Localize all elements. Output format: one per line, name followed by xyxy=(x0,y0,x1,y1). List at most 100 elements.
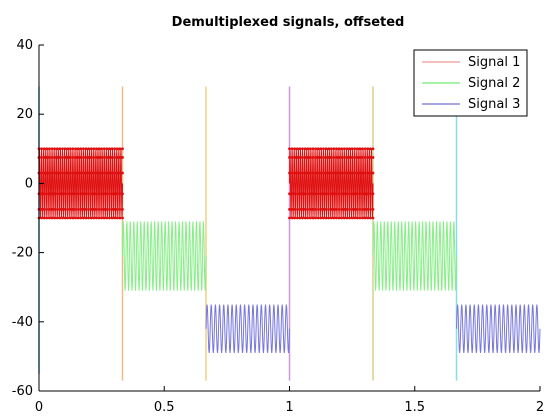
marker-point xyxy=(330,192,333,195)
marker-point xyxy=(299,208,302,211)
marker-point xyxy=(353,217,356,220)
marker-point xyxy=(356,208,359,211)
marker-point xyxy=(348,156,351,159)
marker-point xyxy=(359,147,362,150)
marker-point xyxy=(304,156,307,159)
marker-point xyxy=(51,217,54,220)
marker-point xyxy=(327,156,330,159)
marker-point xyxy=(317,208,320,211)
marker-point xyxy=(319,156,322,159)
marker-point xyxy=(332,147,335,150)
marker-point xyxy=(87,147,90,150)
marker-point xyxy=(43,192,46,195)
marker-point xyxy=(343,217,346,220)
marker-point xyxy=(40,147,43,150)
marker-point xyxy=(348,192,351,195)
marker-point xyxy=(98,217,101,220)
marker-point xyxy=(340,192,343,195)
marker-point xyxy=(314,172,317,175)
marker-point xyxy=(77,156,80,159)
marker-point xyxy=(293,147,296,150)
marker-point xyxy=(92,172,95,175)
marker-point xyxy=(103,192,106,195)
marker-point xyxy=(56,192,59,195)
marker-point xyxy=(346,192,349,195)
marker-point xyxy=(327,217,330,220)
marker-point xyxy=(69,172,72,175)
marker-point xyxy=(85,156,88,159)
marker-point xyxy=(90,192,93,195)
marker-point xyxy=(319,172,322,175)
marker-point xyxy=(82,156,85,159)
marker-point xyxy=(69,147,72,150)
marker-point xyxy=(291,156,294,159)
marker-point xyxy=(291,147,294,150)
series-3-line-1 xyxy=(206,305,289,353)
marker-point xyxy=(82,172,85,175)
marker-point xyxy=(332,172,335,175)
marker-point xyxy=(359,217,362,220)
marker-point xyxy=(332,192,335,195)
series-1-line-1 xyxy=(39,149,122,218)
marker-point xyxy=(372,172,375,175)
marker-point xyxy=(61,156,64,159)
marker-point xyxy=(92,208,95,211)
marker-point xyxy=(299,156,302,159)
y-tick-label: 40 xyxy=(16,38,33,53)
marker-point xyxy=(79,208,82,211)
marker-point xyxy=(288,172,291,175)
marker-point xyxy=(113,172,116,175)
marker-point xyxy=(108,147,111,150)
marker-point xyxy=(291,192,294,195)
marker-point xyxy=(338,172,341,175)
marker-point xyxy=(58,208,61,211)
marker-point xyxy=(72,208,75,211)
marker-point xyxy=(348,147,351,150)
marker-point xyxy=(343,147,346,150)
marker-point xyxy=(61,147,64,150)
marker-point xyxy=(58,156,61,159)
x-tick-label: 2 xyxy=(536,400,544,415)
marker-point xyxy=(92,156,95,159)
marker-point xyxy=(121,156,124,159)
marker-point xyxy=(90,147,93,150)
marker-point xyxy=(79,192,82,195)
marker-point xyxy=(85,208,88,211)
marker-point xyxy=(98,147,101,150)
marker-point xyxy=(369,217,372,220)
marker-point xyxy=(359,192,362,195)
series-2-line-2 xyxy=(373,221,457,290)
marker-point xyxy=(301,208,304,211)
marker-point xyxy=(103,217,106,220)
marker-point xyxy=(48,156,51,159)
marker-point xyxy=(56,217,59,220)
marker-point xyxy=(314,217,317,220)
marker-point xyxy=(288,147,291,150)
marker-point xyxy=(351,192,354,195)
marker-point xyxy=(95,172,98,175)
marker-point xyxy=(364,192,367,195)
marker-point xyxy=(111,217,114,220)
marker-point xyxy=(82,217,85,220)
marker-point xyxy=(87,192,90,195)
marker-point xyxy=(327,208,330,211)
marker-point xyxy=(309,192,312,195)
marker-point xyxy=(361,217,364,220)
marker-point xyxy=(322,156,325,159)
marker-point xyxy=(327,192,330,195)
marker-point xyxy=(340,172,343,175)
marker-point xyxy=(312,147,315,150)
marker-point xyxy=(45,217,48,220)
marker-point xyxy=(40,156,43,159)
marker-point xyxy=(291,217,294,220)
marker-point xyxy=(118,172,121,175)
marker-point xyxy=(343,208,346,211)
marker-point xyxy=(335,217,338,220)
marker-point xyxy=(53,172,56,175)
marker-point xyxy=(346,217,349,220)
marker-point xyxy=(61,208,64,211)
marker-point xyxy=(356,192,359,195)
marker-point xyxy=(359,172,362,175)
marker-point xyxy=(356,172,359,175)
marker-point xyxy=(291,208,294,211)
